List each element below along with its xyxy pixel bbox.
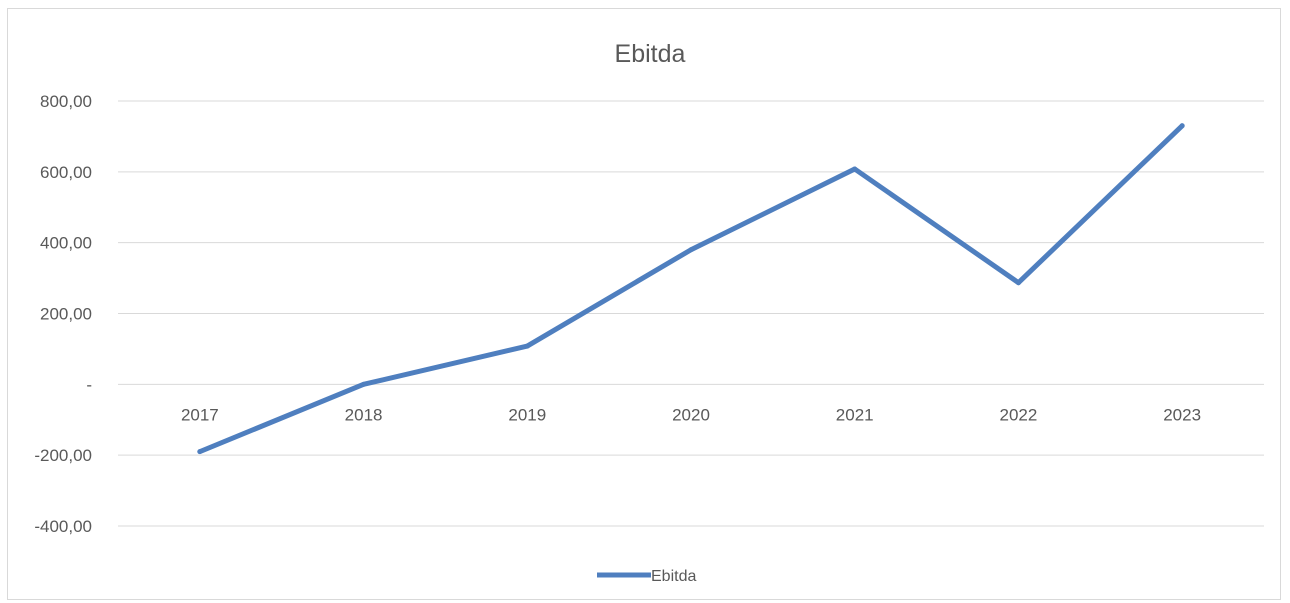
y-tick-label: -200,00 bbox=[34, 446, 92, 465]
chart-title: Ebitda bbox=[615, 40, 686, 68]
x-tick-label: 2017 bbox=[181, 405, 219, 424]
x-tick-label: 2018 bbox=[345, 405, 383, 424]
x-axis-ticks: 2017 2018 2019 2020 2021 2022 2023 bbox=[181, 405, 1201, 424]
data-point bbox=[361, 381, 367, 387]
data-point bbox=[524, 343, 530, 349]
gridlines bbox=[118, 100, 1264, 527]
y-axis-ticks: 800,00 600,00 400,00 200,00 - -200,00 -400,00 bbox=[34, 92, 92, 536]
data-point bbox=[197, 449, 203, 455]
legend: Ebitda bbox=[597, 568, 696, 585]
x-tick-label: 2023 bbox=[1163, 405, 1201, 424]
x-tick-label: 2022 bbox=[1000, 405, 1038, 424]
data-point bbox=[1015, 280, 1021, 286]
x-tick-label: 2019 bbox=[508, 405, 546, 424]
series-lines bbox=[197, 123, 1185, 455]
series-line-ebitda bbox=[197, 123, 1185, 455]
x-tick-label: 2021 bbox=[836, 405, 874, 424]
y-tick-label: 400,00 bbox=[40, 234, 92, 253]
y-tick-label: - bbox=[86, 375, 92, 394]
y-tick-label: 800,00 bbox=[40, 92, 92, 111]
y-tick-label: 200,00 bbox=[40, 305, 92, 324]
data-point bbox=[1179, 123, 1185, 129]
data-point bbox=[852, 166, 858, 172]
x-tick-label: 2020 bbox=[672, 405, 710, 424]
y-tick-label: -400,00 bbox=[34, 517, 92, 536]
legend-label-ebitda: Ebitda bbox=[651, 568, 696, 585]
data-point bbox=[688, 247, 694, 253]
chart-area bbox=[7, 8, 1281, 600]
y-tick-label: 600,00 bbox=[40, 163, 92, 182]
